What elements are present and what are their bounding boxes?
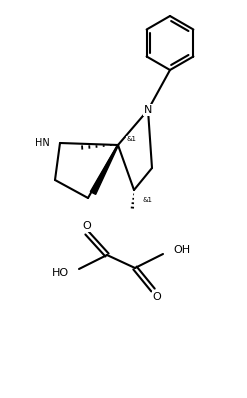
Text: HN: HN	[35, 138, 50, 148]
Text: &1: &1	[126, 136, 136, 142]
Text: N: N	[144, 105, 152, 115]
Text: OH: OH	[173, 245, 190, 255]
Text: HO: HO	[52, 268, 69, 278]
Polygon shape	[90, 145, 119, 194]
Text: &1: &1	[142, 197, 152, 203]
Text: O: O	[83, 221, 91, 231]
Text: O: O	[153, 292, 161, 302]
